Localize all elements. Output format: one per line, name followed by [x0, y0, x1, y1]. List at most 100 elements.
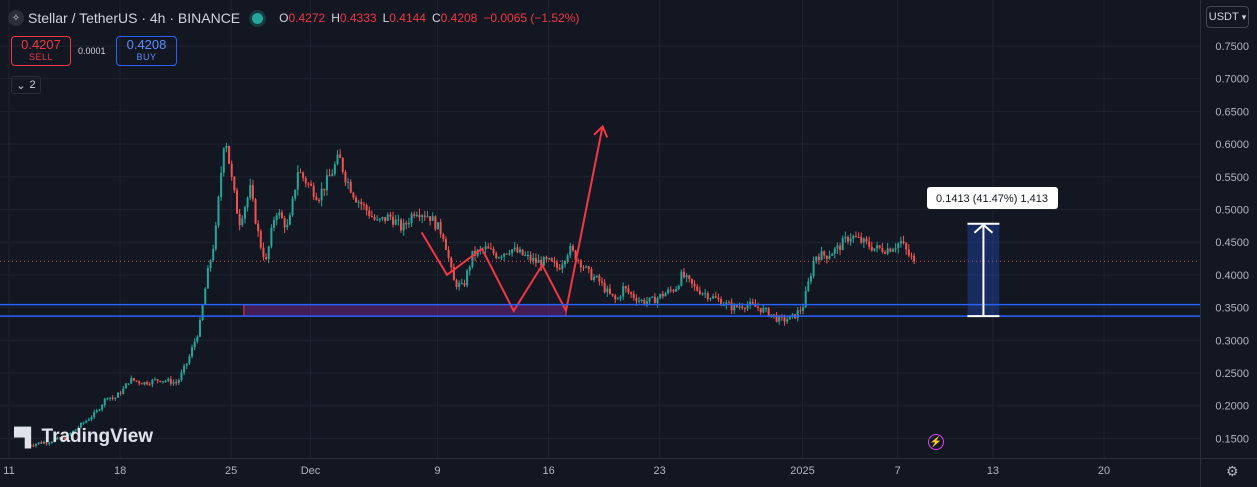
sell-label: SELL — [28, 52, 54, 62]
candle-body — [119, 392, 122, 394]
candle-body — [680, 271, 683, 286]
candle-body — [206, 268, 209, 289]
candle-body — [881, 247, 884, 252]
candle-body — [164, 380, 167, 382]
candle-body — [339, 154, 342, 159]
price-tick-label: 0.2000 — [1215, 401, 1249, 413]
gear-icon[interactable]: ⚙ — [1226, 463, 1239, 479]
candle-body — [299, 172, 302, 174]
candle-body — [616, 298, 619, 300]
candle-body — [373, 216, 376, 220]
candle-body — [622, 286, 625, 297]
candle-body — [725, 302, 728, 305]
candle-body — [497, 257, 500, 259]
candle-body — [201, 304, 204, 321]
candle-body — [180, 372, 183, 381]
buy-button[interactable]: 0.4208 BUY — [116, 36, 177, 66]
zigzag-drawing — [420, 124, 609, 314]
candle-body — [460, 283, 463, 285]
candle-body — [865, 238, 868, 242]
candle-body — [590, 269, 593, 280]
candle-body — [415, 214, 418, 216]
candle-body — [722, 304, 725, 306]
change-value: −0.0065 (−1.52%) — [483, 11, 580, 25]
candle-body — [74, 429, 77, 431]
candle-body — [336, 154, 339, 165]
candle-body — [368, 210, 371, 217]
candle-body — [495, 253, 498, 258]
lightning-icon[interactable]: ⚡ — [928, 434, 944, 450]
candle-body — [809, 276, 812, 282]
candle-body — [42, 441, 45, 444]
candle-body — [146, 382, 149, 385]
candle-body — [230, 163, 233, 177]
candle-body — [889, 248, 892, 252]
candle-body — [140, 383, 143, 385]
candle-body — [389, 214, 392, 217]
price-range-tool[interactable]: 0.1413 (41.47%) 1,413 — [927, 187, 1058, 318]
market-open-icon — [252, 12, 264, 24]
candle-body — [167, 378, 170, 381]
candle-body — [450, 257, 453, 268]
candle-body — [643, 300, 646, 304]
candle-body — [53, 439, 56, 442]
candle-body — [873, 248, 876, 251]
candle-body — [310, 183, 313, 186]
measure-label-box — [927, 187, 1058, 209]
candle-body — [598, 275, 601, 282]
candle-body — [418, 214, 421, 218]
candle-body — [524, 255, 527, 257]
candle-body — [897, 243, 900, 249]
candle-body — [209, 260, 212, 269]
candle-body — [913, 255, 916, 262]
candle-body — [116, 392, 119, 398]
candle-body — [812, 261, 815, 277]
symbol-title[interactable]: Stellar / TetherUS · 4h · BINANCE — [28, 10, 241, 26]
time-tick-label: 2025 — [790, 465, 814, 477]
candle-body — [40, 442, 43, 444]
candle-body — [294, 189, 297, 199]
candle-body — [648, 297, 651, 302]
sell-button[interactable]: 0.4207 SELL — [11, 36, 71, 66]
candle-body — [188, 356, 191, 364]
candle-body — [109, 397, 112, 399]
candle-body — [357, 201, 360, 203]
candle-body — [561, 264, 564, 270]
candle-body — [608, 288, 611, 294]
candle-body — [198, 320, 201, 337]
candle-body — [786, 319, 789, 322]
measure-arrowhead — [973, 223, 994, 234]
candle-body — [169, 378, 172, 384]
currency-select[interactable]: USDT ▾ — [1206, 6, 1249, 28]
candle-body — [331, 173, 334, 176]
candle-body — [807, 281, 810, 291]
candle-body — [569, 245, 572, 256]
candle-body — [910, 255, 913, 257]
price-tick-label: 0.7500 — [1215, 41, 1249, 53]
candle-body — [603, 282, 606, 293]
candle-body — [558, 267, 561, 270]
candle-body — [148, 384, 151, 386]
candle-body — [151, 379, 154, 385]
candle-body — [846, 236, 849, 242]
candle-body — [288, 215, 291, 225]
indicators-toggle[interactable]: ⌄ 2 — [11, 76, 41, 94]
candle-body — [511, 249, 514, 254]
candle-body — [405, 223, 408, 225]
candle-body — [820, 251, 823, 261]
price-tick-label: 0.7000 — [1215, 74, 1249, 86]
high-value: 0.4333 — [339, 11, 377, 25]
candle-body — [688, 275, 691, 279]
candle-body — [545, 257, 548, 260]
candle-body — [767, 308, 770, 317]
candle-body — [214, 225, 217, 249]
candle-body — [392, 216, 395, 225]
candle-body — [685, 275, 688, 278]
candle-body — [902, 241, 905, 244]
candle-body — [738, 306, 741, 308]
candle-body — [508, 253, 511, 255]
candle-body — [532, 258, 535, 261]
candle-body — [601, 281, 604, 283]
